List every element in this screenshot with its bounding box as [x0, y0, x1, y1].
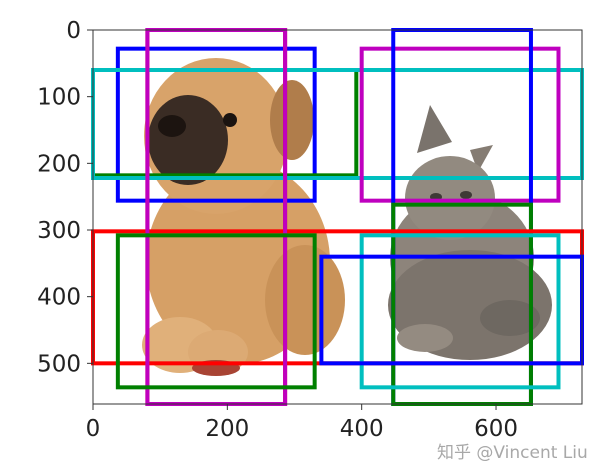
y-tick-label: 100: [37, 85, 81, 111]
y-tick-label: 500: [37, 351, 81, 377]
axes-frame: [92, 29, 583, 405]
bounding-box-1: [115, 46, 317, 203]
y-tick-label: 400: [37, 285, 81, 311]
puppy-kitten-photo: [93, 30, 582, 404]
bounding-box-11: [359, 233, 561, 390]
x-tick-label: 600: [474, 416, 518, 442]
bounding-box-10: [115, 233, 317, 390]
x-axis: 0 200 400 600: [86, 404, 518, 442]
y-tick-label: 300: [37, 218, 81, 244]
watermark-text: 知乎 @Vincent Liu: [437, 443, 588, 463]
x-tick-label: 0: [86, 416, 101, 442]
x-tick-label: 400: [340, 416, 384, 442]
y-tick-label: 0: [66, 18, 81, 44]
bounding-box-5: [359, 46, 561, 203]
y-axis: 0 100 200 300 400 500: [37, 18, 93, 377]
y-tick-label: 200: [37, 151, 81, 177]
x-tick-label: 200: [205, 416, 249, 442]
